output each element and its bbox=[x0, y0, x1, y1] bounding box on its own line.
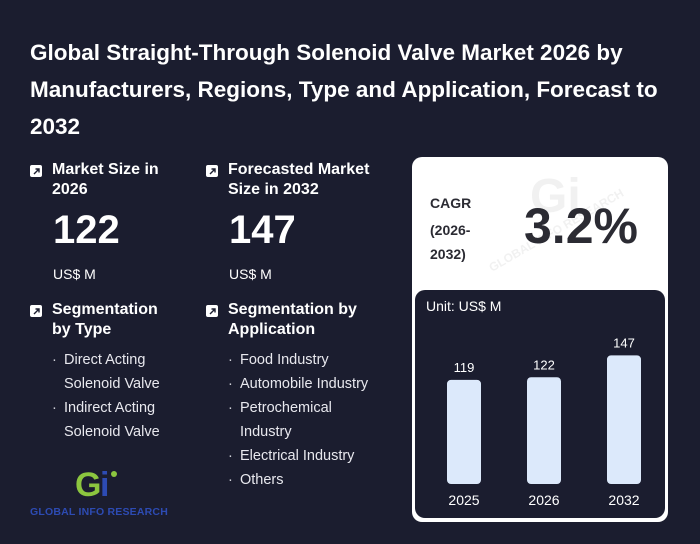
cagr-label: CAGR (2026- 2032) bbox=[430, 191, 500, 266]
brand-logo-mark: G i bbox=[75, 466, 117, 504]
arrow-up-right-icon bbox=[30, 305, 42, 317]
forecast-block: Forecasted Market Size in 2032 147 US$ M bbox=[206, 160, 401, 285]
cagr-value: 3.2% bbox=[524, 198, 638, 254]
bar-2025 bbox=[447, 379, 481, 484]
segmentation-application-block: Segmentation by Application Food Industr… bbox=[206, 300, 401, 500]
market-size-value: 122 bbox=[53, 208, 120, 252]
bar-chart: Unit: US$ M 119 2025 122 2026 147 2032 bbox=[415, 290, 665, 518]
segmentation-application-header: Segmentation by Application bbox=[206, 300, 401, 340]
arrow-up-right-icon bbox=[30, 165, 42, 177]
bar-value-label: 119 bbox=[454, 360, 475, 375]
cagr-label-line: 2032) bbox=[430, 246, 466, 262]
list-item: Indirect Acting Solenoid Valve bbox=[52, 396, 177, 444]
bar-value-label: 122 bbox=[533, 357, 555, 372]
market-size-label: Market Size in 2026 bbox=[52, 161, 159, 198]
forecast-unit: US$ M bbox=[229, 266, 272, 282]
page-title: Global Straight-Through Solenoid Valve M… bbox=[30, 40, 658, 139]
brand-logo-text: GLOBAL INFO RESEARCH bbox=[30, 506, 168, 518]
segmentation-application-label: Segmentation by Application bbox=[228, 301, 357, 338]
svg-text:Gi: Gi bbox=[530, 170, 581, 223]
cagr-label-line: (2026- bbox=[430, 222, 471, 238]
x-tick-label: 2025 bbox=[448, 492, 479, 508]
bar-2026 bbox=[527, 377, 561, 484]
list-item: Automobile Industry bbox=[228, 372, 388, 396]
bar-chart-svg: 119 2025 122 2026 147 2032 bbox=[447, 335, 641, 508]
segmentation-type-label: Segmentation by Type bbox=[52, 301, 158, 338]
x-tick-label: 2026 bbox=[528, 492, 559, 508]
market-size-unit: US$ M bbox=[53, 266, 96, 282]
bar-2032 bbox=[607, 355, 641, 484]
arrow-up-right-icon bbox=[206, 165, 218, 177]
watermark-logo: Gi GLOBAL INFO RESEARCH bbox=[487, 170, 627, 275]
cagr-label-line: CAGR bbox=[430, 195, 472, 211]
forecast-header: Forecasted Market Size in 2032 bbox=[206, 160, 401, 200]
segmentation-type-list: Direct Acting Solenoid Valve Indirect Ac… bbox=[52, 348, 177, 444]
list-item: Food Industry bbox=[228, 348, 388, 372]
market-size-header: Market Size in 2026 bbox=[30, 160, 190, 200]
market-size-block: Market Size in 2026 122 US$ M bbox=[30, 160, 190, 285]
forecast-value: 147 bbox=[229, 208, 296, 252]
svg-text:G: G bbox=[75, 468, 101, 504]
brand-logo: G i GLOBAL INFO RESEARCH bbox=[30, 466, 175, 525]
segmentation-type-header: Segmentation by Type bbox=[30, 300, 200, 340]
svg-text:i: i bbox=[100, 468, 109, 504]
list-item: Others bbox=[228, 468, 388, 492]
x-tick-label: 2032 bbox=[608, 492, 639, 508]
chart-unit-label: Unit: US$ M bbox=[426, 298, 502, 314]
segmentation-type-block: Segmentation by Type Direct Acting Solen… bbox=[30, 300, 200, 450]
arrow-up-right-icon bbox=[206, 305, 218, 317]
bar-value-label: 147 bbox=[613, 335, 635, 350]
list-item: Petrochemical Industry bbox=[228, 396, 350, 444]
list-item: Electrical Industry bbox=[228, 444, 388, 468]
segmentation-application-list: Food Industry Automobile Industry Petroc… bbox=[228, 348, 388, 492]
forecast-label: Forecasted Market Size in 2032 bbox=[228, 161, 370, 198]
cagr-card: Gi GLOBAL INFO RESEARCH CAGR (2026- 2032… bbox=[412, 157, 668, 522]
list-item: Direct Acting Solenoid Valve bbox=[52, 348, 177, 396]
